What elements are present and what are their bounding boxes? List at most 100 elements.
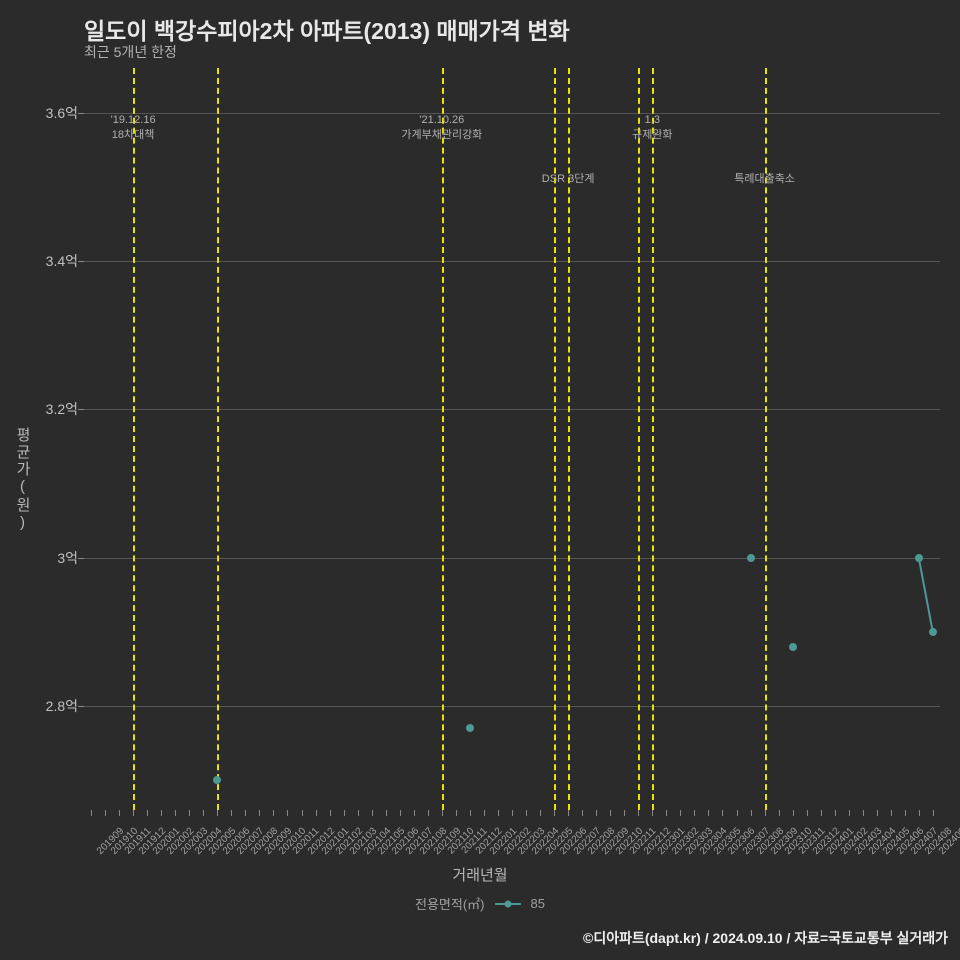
- x-tick-mark: [666, 810, 667, 816]
- event-line: [652, 68, 654, 810]
- x-tick-mark: [863, 810, 864, 816]
- x-tick-mark: [737, 810, 738, 816]
- x-tick-mark: [203, 810, 204, 816]
- x-tick-mark: [877, 810, 878, 816]
- gridline: [84, 113, 940, 114]
- y-tick-label: 3.4억: [46, 251, 78, 271]
- event-line: [133, 68, 135, 810]
- chart-subtitle: 최근 5개년 한정: [84, 42, 177, 62]
- x-tick-mark: [919, 810, 920, 816]
- x-tick-mark: [891, 810, 892, 816]
- x-tick-mark: [414, 810, 415, 816]
- x-tick-mark: [793, 810, 794, 816]
- x-tick-mark: [498, 810, 499, 816]
- event-annotation: 1.3규제완화: [632, 113, 672, 144]
- y-tick-label: 3.2억: [46, 399, 78, 419]
- y-tick-mark: [78, 558, 84, 559]
- x-tick-mark: [554, 810, 555, 816]
- gridline: [84, 706, 940, 707]
- y-tick-mark: [78, 113, 84, 114]
- x-tick-mark: [470, 810, 471, 816]
- legend-item-label: 85: [531, 896, 545, 911]
- x-tick-mark: [133, 810, 134, 816]
- x-tick-mark: [624, 810, 625, 816]
- legend-title: 전용면적(㎡): [415, 894, 485, 913]
- x-tick-mark: [330, 810, 331, 816]
- x-tick-mark: [849, 810, 850, 816]
- event-line: [638, 68, 640, 810]
- legend-swatch: [495, 903, 521, 905]
- event-annotation: '21.10.26가계부채관리강화: [401, 113, 482, 144]
- x-tick-mark: [175, 810, 176, 816]
- x-tick-mark: [933, 810, 934, 816]
- x-tick-mark: [386, 810, 387, 816]
- data-point: [929, 628, 937, 636]
- x-tick-mark: [821, 810, 822, 816]
- event-annotation: 특례대출축소: [734, 172, 795, 187]
- x-tick-mark: [372, 810, 373, 816]
- x-tick-mark: [428, 810, 429, 816]
- y-tick-mark: [78, 706, 84, 707]
- data-point: [213, 776, 221, 784]
- x-tick-mark: [596, 810, 597, 816]
- x-tick-mark: [610, 810, 611, 816]
- y-tick-label: 3.6억: [46, 103, 78, 123]
- plot-area: '19.12.1618차대책'21.10.26가계부채관리강화DSR 3단계1.…: [84, 68, 940, 810]
- event-annotation: DSR 3단계: [542, 172, 595, 187]
- x-tick-mark: [694, 810, 695, 816]
- x-tick-mark: [245, 810, 246, 816]
- x-tick-mark: [91, 810, 92, 816]
- x-tick-mark: [400, 810, 401, 816]
- data-point: [747, 554, 755, 562]
- data-point: [915, 554, 923, 562]
- x-tick-mark: [358, 810, 359, 816]
- y-tick-mark: [78, 409, 84, 410]
- data-point: [466, 724, 474, 732]
- gridline: [84, 409, 940, 410]
- x-tick-mark: [512, 810, 513, 816]
- y-tick-label: 3억: [57, 548, 78, 568]
- x-tick-mark: [568, 810, 569, 816]
- x-tick-mark: [751, 810, 752, 816]
- x-tick-mark: [273, 810, 274, 816]
- x-tick-mark: [442, 810, 443, 816]
- x-tick-mark: [905, 810, 906, 816]
- x-tick-mark: [765, 810, 766, 816]
- x-tick-mark: [231, 810, 232, 816]
- x-axis-label: 거래년월: [452, 864, 507, 885]
- x-tick-mark: [835, 810, 836, 816]
- gridline: [84, 261, 940, 262]
- y-tick-mark: [78, 261, 84, 262]
- x-tick-mark: [582, 810, 583, 816]
- x-tick-mark: [287, 810, 288, 816]
- event-line: [217, 68, 219, 810]
- x-tick-mark: [652, 810, 653, 816]
- legend: 전용면적(㎡) 85: [415, 894, 545, 913]
- x-tick-mark: [722, 810, 723, 816]
- x-tick-mark: [526, 810, 527, 816]
- x-tick-mark: [807, 810, 808, 816]
- chart-title: 일도이 백강수피아2차 아파트(2013) 매매가격 변화: [84, 12, 570, 46]
- x-tick-mark: [680, 810, 681, 816]
- y-axis-label: 평균가(원): [12, 427, 33, 533]
- x-tick-mark: [161, 810, 162, 816]
- x-tick-mark: [259, 810, 260, 816]
- x-tick-mark: [119, 810, 120, 816]
- x-tick-mark: [540, 810, 541, 816]
- event-line: [442, 68, 444, 810]
- x-axis-ticks: 2019092019102019112019122020012020022020…: [84, 812, 940, 862]
- gridline: [84, 558, 940, 559]
- x-tick-mark: [344, 810, 345, 816]
- x-tick-mark: [302, 810, 303, 816]
- x-tick-mark: [779, 810, 780, 816]
- x-tick-mark: [217, 810, 218, 816]
- data-point: [789, 643, 797, 651]
- x-tick-mark: [484, 810, 485, 816]
- x-tick-mark: [189, 810, 190, 816]
- x-tick-mark: [456, 810, 457, 816]
- x-tick-mark: [316, 810, 317, 816]
- y-tick-label: 2.8억: [46, 696, 78, 716]
- x-tick-mark: [105, 810, 106, 816]
- x-tick-mark: [708, 810, 709, 816]
- x-tick-mark: [147, 810, 148, 816]
